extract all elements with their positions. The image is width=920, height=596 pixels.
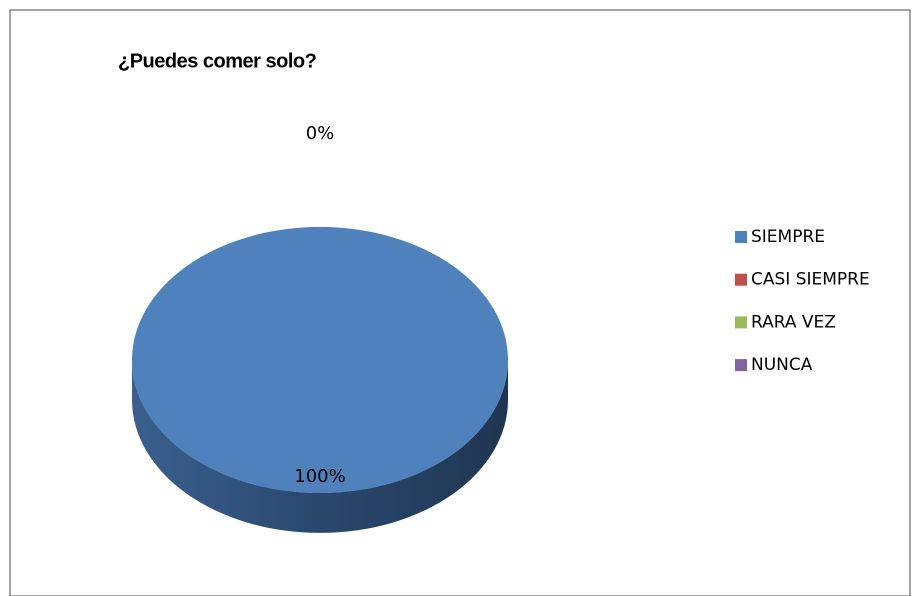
pie-slice [131,226,509,494]
legend-label: SIEMPRE [751,227,825,247]
legend-label: NUNCA [751,355,813,375]
legend-swatch [735,316,747,329]
legend-swatch [735,231,747,243]
legend-label: RARA VEZ [751,312,836,332]
data-label: 0% [306,123,335,144]
chart-title: ¿Puedes comer solo? [118,50,317,72]
pie-side [132,360,508,533]
data-label: 100% [294,466,345,487]
legend-swatch [735,273,747,286]
legend-swatch [735,359,747,372]
legend-label: CASI SIEMPRE [751,270,870,290]
